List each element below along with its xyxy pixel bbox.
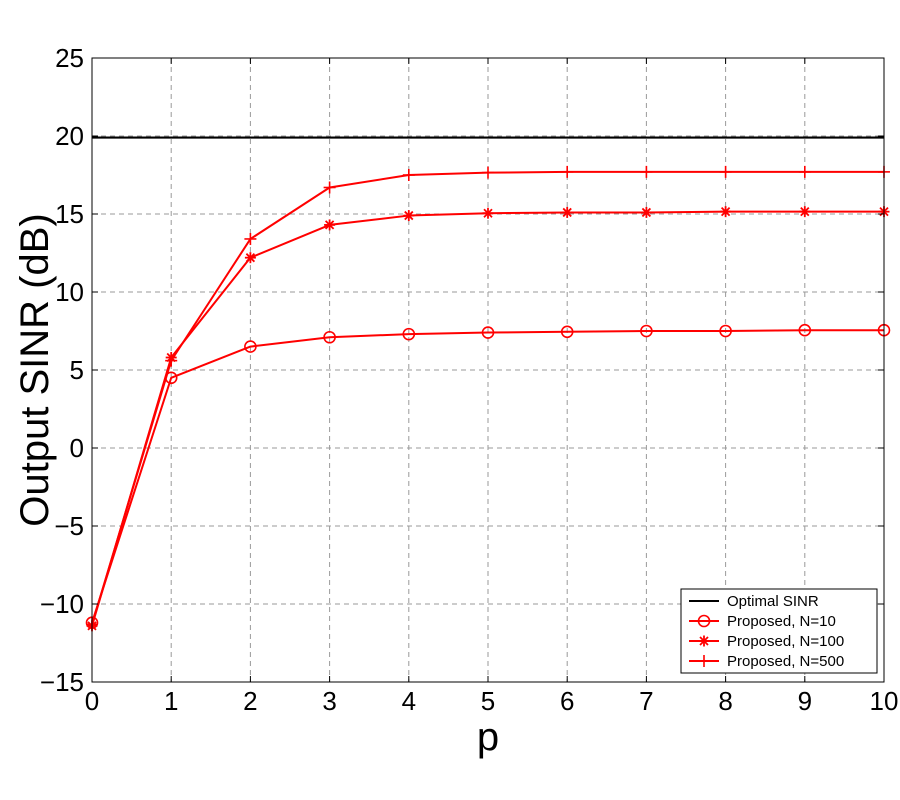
data-point bbox=[640, 206, 652, 218]
x-tick-label: 9 bbox=[798, 686, 812, 716]
data-point bbox=[244, 232, 257, 245]
x-tick-label: 2 bbox=[243, 686, 257, 716]
legend-label: Proposed, N=500 bbox=[727, 653, 844, 670]
asterisk-marker-d2 bbox=[562, 207, 572, 218]
data-point bbox=[560, 325, 574, 339]
legend-label: Optimal SINR bbox=[727, 593, 819, 610]
legend-marker bbox=[697, 614, 711, 628]
x-tick-label: 1 bbox=[164, 686, 178, 716]
y-tick-label: −15 bbox=[40, 667, 84, 697]
y-tick-label: 25 bbox=[55, 43, 84, 73]
data-point bbox=[402, 327, 416, 341]
legend-marker bbox=[698, 635, 710, 647]
legend-box bbox=[680, 588, 878, 674]
data-point bbox=[798, 165, 811, 178]
data-point bbox=[798, 323, 812, 337]
data-point bbox=[323, 330, 336, 344]
data-point bbox=[640, 324, 653, 338]
x-tick-label: 7 bbox=[639, 686, 653, 716]
x-tick-label: 0 bbox=[85, 686, 99, 716]
x-tick-label: 4 bbox=[402, 686, 416, 716]
asterisk-marker-d2 bbox=[324, 220, 335, 230]
axis-ticks: 0 1 2 3 4 5 6 7 8 9 10 −15 −10 −5 0 5 10 15 20 25 bbox=[40, 43, 899, 716]
legend-marker bbox=[698, 655, 710, 667]
asterisk-marker-d2 bbox=[641, 207, 652, 218]
x-tick-label: 5 bbox=[481, 686, 495, 716]
data-point bbox=[402, 169, 415, 181]
x-tick-label: 10 bbox=[870, 686, 899, 716]
legend-label: Proposed, N=10 bbox=[727, 613, 836, 630]
x-tick-label: 8 bbox=[718, 686, 732, 716]
asterisk-marker-d2 bbox=[699, 636, 709, 646]
y-tick-label: 5 bbox=[70, 355, 84, 385]
legend-label: Proposed, N=100 bbox=[727, 633, 844, 650]
data-point bbox=[719, 165, 732, 178]
y-tick-label: −10 bbox=[40, 589, 84, 619]
data-point bbox=[165, 354, 178, 367]
legend: Optimal SINR Proposed, N=10 Proposed, N=10… bbox=[680, 588, 878, 674]
data-point bbox=[640, 165, 653, 178]
data-point bbox=[561, 206, 573, 218]
data-point bbox=[482, 166, 494, 179]
series-group bbox=[85, 136, 891, 632]
y-axis-label: Output SINR (dB) bbox=[13, 213, 57, 526]
data-point bbox=[719, 324, 732, 338]
data-point bbox=[720, 206, 732, 218]
x-tick-label: 6 bbox=[560, 686, 574, 716]
data-point bbox=[482, 207, 494, 219]
data-point bbox=[323, 181, 336, 194]
y-tick-label: 0 bbox=[70, 433, 84, 463]
asterisk-marker-d2 bbox=[245, 253, 256, 263]
data-point bbox=[561, 165, 574, 178]
x-axis-label: p bbox=[477, 715, 499, 759]
data-point bbox=[481, 326, 495, 339]
grid bbox=[92, 58, 884, 682]
data-point bbox=[799, 206, 811, 218]
y-tick-label: 15 bbox=[55, 199, 84, 229]
y-tick-label: 10 bbox=[55, 277, 84, 307]
data-point bbox=[244, 252, 256, 264]
data-point bbox=[403, 210, 415, 222]
x-tick-label: 3 bbox=[322, 686, 336, 716]
asterisk-marker-d2 bbox=[720, 207, 731, 217]
y-tick-label: −5 bbox=[54, 511, 84, 541]
data-point bbox=[244, 340, 257, 353]
data-point bbox=[324, 219, 336, 231]
asterisk-marker-d2 bbox=[800, 207, 810, 217]
series-line bbox=[91, 329, 884, 624]
asterisk-marker-d2 bbox=[483, 208, 493, 218]
asterisk-marker-d2 bbox=[404, 210, 414, 221]
y-tick-label: 20 bbox=[55, 121, 84, 151]
